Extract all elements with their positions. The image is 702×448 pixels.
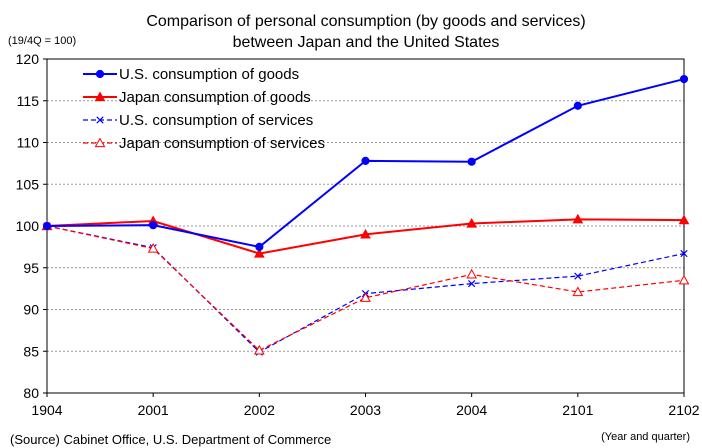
data-point (572, 286, 584, 297)
y-unit-label: (19/4Q = 100) (8, 35, 76, 47)
data-point (361, 156, 370, 165)
data-point (679, 74, 689, 84)
data-point (467, 157, 476, 166)
series-line (46, 225, 685, 352)
legend-label: Japan consumption of goods (119, 89, 311, 106)
y-tick-label: 80 (23, 385, 39, 401)
legend-label: Japan consumption of services (119, 135, 325, 152)
data-point (572, 213, 584, 224)
y-tick-label: 95 (23, 260, 39, 276)
x-tick-label: 2101 (562, 402, 593, 418)
data-point (149, 221, 158, 230)
chart-title: Comparison of personal consumption (by g… (146, 13, 585, 30)
legend-label: U.S. consumption of services (119, 112, 313, 129)
y-tick-label: 115 (17, 93, 40, 109)
data-point (147, 243, 159, 253)
y-tick-label: 120 (16, 51, 40, 67)
data-point (42, 221, 52, 231)
data-point (678, 214, 690, 225)
y-tick-label: 105 (16, 176, 40, 192)
x-tick-label: 2004 (456, 402, 487, 418)
y-tick-label: 85 (23, 343, 39, 359)
x-tick-label: 2002 (244, 402, 275, 418)
data-point (255, 242, 264, 251)
data-point (94, 137, 106, 148)
data-point (360, 228, 371, 239)
y-tick-label: 110 (17, 135, 40, 151)
source-note: (Source) Cabinet Office, U.S. Department… (10, 432, 331, 447)
data-point (466, 268, 478, 279)
data-point (678, 274, 690, 285)
x-tick-label: 1904 (31, 402, 62, 418)
legend-label: U.S. consumption of goods (119, 66, 299, 83)
plot-area: 80 85 90 95 100 105 110 115 120 1904 2001 2002 2003 2… (16, 51, 700, 418)
y-tick-label: 100 (16, 218, 40, 234)
x-tick-label: 2001 (138, 402, 169, 418)
data-point (360, 292, 371, 302)
data-point (253, 248, 265, 258)
x-tick-label: 2102 (668, 402, 699, 418)
legend-entry: U.S. consumption of goods (83, 66, 299, 83)
data-point (466, 217, 478, 228)
data-point (573, 101, 582, 110)
data-point (94, 91, 106, 102)
y-tick-label: 90 (23, 302, 39, 318)
x-axis-label: (Year and quarter) (601, 431, 690, 443)
legend-entry: Japan consumption of goods (83, 89, 311, 106)
data-point (574, 272, 582, 280)
data-point (95, 69, 105, 79)
legend: U.S. consumption of goods Japan consumpti… (83, 66, 325, 152)
x-tick-label: 2003 (350, 402, 381, 418)
legend-entry: Japan consumption of services (83, 135, 325, 152)
series-line (46, 225, 685, 353)
data-point (468, 279, 476, 288)
data-point (253, 344, 265, 355)
data-point (680, 249, 688, 258)
data-point (96, 116, 104, 124)
chart-subtitle: between Japan and the United States (233, 34, 500, 51)
legend-entry: U.S. consumption of services (83, 112, 313, 129)
